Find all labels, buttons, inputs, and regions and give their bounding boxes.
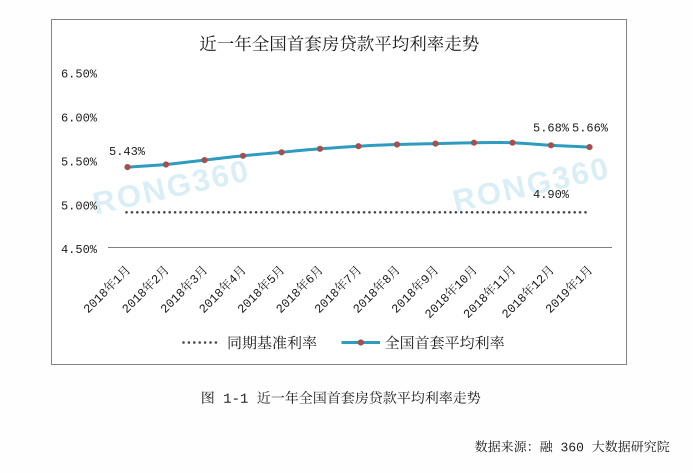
svg-text:5.00%: 5.00% <box>61 199 98 213</box>
svg-text:5.50%: 5.50% <box>61 155 98 169</box>
svg-text:5.43%: 5.43% <box>109 145 146 159</box>
svg-text:6.00%: 6.00% <box>61 112 98 126</box>
svg-text:5.66%: 5.66% <box>572 122 609 136</box>
svg-text:4.90%: 4.90% <box>533 188 570 202</box>
svg-text:6.50%: 6.50% <box>61 68 98 82</box>
svg-text:5.68%: 5.68% <box>533 122 570 136</box>
svg-text:4.50%: 4.50% <box>61 243 98 257</box>
